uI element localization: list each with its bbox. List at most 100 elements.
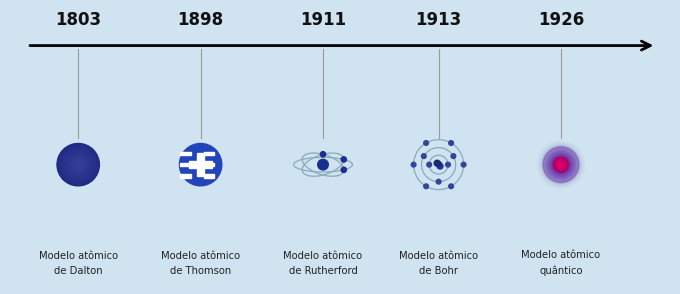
Ellipse shape	[63, 150, 93, 180]
Ellipse shape	[437, 179, 441, 184]
Ellipse shape	[65, 151, 92, 178]
Ellipse shape	[73, 160, 83, 169]
Text: 1911: 1911	[300, 11, 346, 29]
Ellipse shape	[75, 161, 82, 168]
Ellipse shape	[550, 153, 572, 176]
Ellipse shape	[445, 162, 450, 167]
Ellipse shape	[558, 162, 564, 168]
Ellipse shape	[558, 162, 564, 167]
Ellipse shape	[558, 161, 564, 168]
Ellipse shape	[554, 157, 568, 172]
FancyBboxPatch shape	[190, 161, 211, 168]
Ellipse shape	[58, 144, 99, 185]
FancyBboxPatch shape	[203, 163, 214, 166]
Ellipse shape	[558, 161, 564, 168]
Ellipse shape	[556, 159, 566, 170]
Ellipse shape	[75, 162, 81, 167]
Ellipse shape	[320, 152, 326, 157]
Ellipse shape	[557, 160, 565, 169]
Ellipse shape	[559, 162, 563, 167]
Ellipse shape	[71, 158, 85, 171]
Ellipse shape	[556, 159, 566, 170]
Ellipse shape	[62, 148, 95, 181]
Ellipse shape	[554, 158, 568, 171]
Ellipse shape	[422, 154, 426, 158]
Ellipse shape	[57, 143, 99, 186]
Ellipse shape	[556, 160, 566, 169]
Ellipse shape	[64, 150, 92, 179]
Ellipse shape	[437, 163, 443, 169]
Ellipse shape	[556, 160, 566, 170]
Ellipse shape	[557, 161, 565, 168]
FancyBboxPatch shape	[197, 153, 205, 176]
FancyBboxPatch shape	[180, 174, 190, 178]
Ellipse shape	[554, 158, 568, 172]
Ellipse shape	[559, 163, 563, 166]
Ellipse shape	[411, 162, 416, 167]
Ellipse shape	[61, 147, 96, 182]
FancyBboxPatch shape	[180, 152, 190, 155]
Ellipse shape	[64, 151, 92, 179]
Ellipse shape	[557, 161, 565, 169]
Ellipse shape	[449, 184, 454, 189]
Ellipse shape	[551, 155, 571, 174]
Ellipse shape	[557, 161, 565, 168]
Ellipse shape	[553, 157, 569, 173]
Text: Modelo atômico
de Bohr: Modelo atômico de Bohr	[399, 251, 478, 275]
Ellipse shape	[558, 162, 564, 168]
Ellipse shape	[69, 155, 88, 174]
FancyBboxPatch shape	[203, 152, 214, 155]
Ellipse shape	[557, 161, 565, 168]
Ellipse shape	[554, 157, 568, 172]
Text: 1926: 1926	[538, 11, 584, 29]
Text: Modelo atômico
de Rutherford: Modelo atômico de Rutherford	[284, 251, 362, 275]
Ellipse shape	[558, 162, 564, 168]
Ellipse shape	[62, 148, 95, 181]
Ellipse shape	[554, 158, 568, 172]
Ellipse shape	[543, 147, 579, 183]
Text: Modelo atômico
de Thomson: Modelo atômico de Thomson	[161, 251, 240, 275]
Ellipse shape	[554, 157, 568, 173]
Ellipse shape	[341, 157, 346, 162]
Ellipse shape	[555, 159, 567, 171]
Ellipse shape	[554, 157, 568, 172]
Text: 1913: 1913	[415, 11, 462, 29]
Ellipse shape	[59, 146, 97, 184]
Ellipse shape	[58, 144, 99, 185]
Ellipse shape	[554, 158, 568, 171]
Ellipse shape	[449, 141, 454, 145]
Text: 1898: 1898	[177, 11, 224, 29]
Ellipse shape	[63, 149, 94, 180]
Ellipse shape	[318, 159, 328, 170]
Ellipse shape	[61, 148, 95, 182]
Ellipse shape	[558, 161, 564, 168]
Ellipse shape	[74, 161, 82, 169]
Ellipse shape	[77, 163, 80, 166]
Ellipse shape	[558, 162, 564, 167]
Ellipse shape	[556, 159, 566, 170]
Ellipse shape	[69, 156, 87, 173]
Ellipse shape	[60, 146, 97, 183]
Ellipse shape	[549, 153, 573, 177]
Ellipse shape	[435, 160, 440, 166]
Ellipse shape	[77, 163, 80, 166]
Ellipse shape	[66, 152, 90, 177]
Ellipse shape	[548, 152, 574, 177]
Ellipse shape	[60, 146, 97, 183]
Ellipse shape	[557, 160, 565, 169]
Ellipse shape	[556, 160, 566, 170]
Ellipse shape	[427, 162, 432, 167]
Text: Modelo atômico
de Dalton: Modelo atômico de Dalton	[39, 251, 118, 275]
Ellipse shape	[555, 158, 567, 171]
Ellipse shape	[554, 157, 568, 172]
Ellipse shape	[559, 163, 563, 167]
Text: Modelo atômico
quântico: Modelo atômico quântico	[522, 250, 600, 276]
Ellipse shape	[72, 159, 84, 171]
Ellipse shape	[67, 153, 90, 176]
Ellipse shape	[424, 141, 428, 145]
Ellipse shape	[341, 167, 346, 173]
Ellipse shape	[451, 154, 456, 158]
Ellipse shape	[556, 159, 566, 170]
Ellipse shape	[556, 160, 566, 169]
Ellipse shape	[555, 159, 567, 171]
